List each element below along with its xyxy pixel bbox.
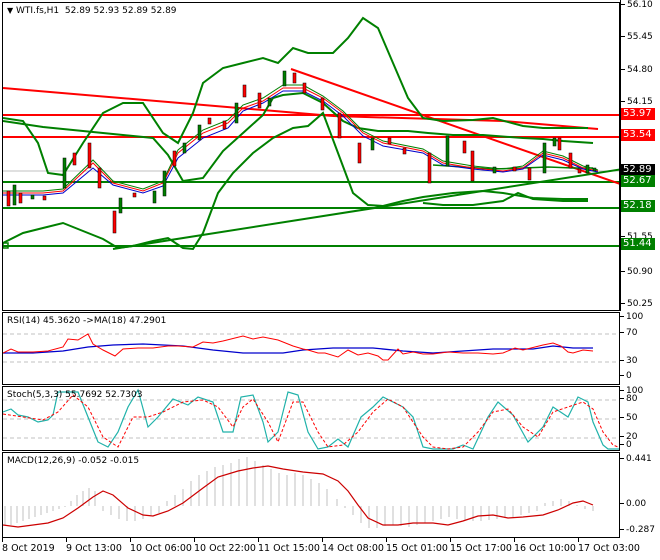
price-tick: 55.45 <box>621 32 653 42</box>
macd-tick: 0.441 <box>620 454 652 464</box>
price-tick: 56.10 <box>621 0 653 10</box>
stoch-tick: 20 <box>620 432 637 442</box>
rsi-tick: 70 <box>620 328 637 338</box>
stochastic-plot <box>3 388 619 450</box>
price-badge-51-44: 51.44 <box>621 238 655 250</box>
price-chart-panel[interactable]: ▼ WTI.fs,H1 52.89 52.93 52.89 52.89 <box>2 2 620 311</box>
macd-tick: -0.287 <box>620 525 655 535</box>
price-badge-53-54: 53.54 <box>621 129 655 141</box>
rsi-tick: 30 <box>620 356 637 366</box>
stochastic-axis: 100 80 50 20 0 <box>620 386 660 451</box>
time-label: 9 Oct 13:00 <box>66 538 122 554</box>
current-price-badge: 52.89 <box>621 164 655 176</box>
price-plot <box>3 16 619 251</box>
macd-label: MACD(12,26,9) -0.052 -0.015 <box>7 456 140 466</box>
time-label: 16 Oct 10:00 <box>514 538 576 554</box>
ohlc-values: 52.89 52.93 52.89 52.89 <box>64 6 177 16</box>
stoch-tick: 100 <box>620 386 643 396</box>
stochastic-panel[interactable]: Stoch(5,3,3) 55.7692 52.7303 <box>2 386 620 451</box>
price-badge-53-97: 53.97 <box>621 108 655 120</box>
candlesticks <box>6 70 597 234</box>
price-tick: 50.90 <box>621 267 653 277</box>
price-tick: 50.25 <box>621 299 653 309</box>
rsi-plot <box>3 333 619 363</box>
time-label: 17 Oct 03:00 <box>578 538 640 554</box>
price-tick: 51.55 <box>621 232 653 242</box>
macd-tick: 0.00 <box>620 499 646 509</box>
time-label: 14 Oct 08:00 <box>322 538 384 554</box>
time-label: 15 Oct 01:00 <box>386 538 448 554</box>
rsi-label: RSI(14) 45.3620 ->MA(18) 47.2901 <box>7 316 167 326</box>
stoch-tick: 0 <box>620 440 632 450</box>
stoch-tick: 50 <box>620 413 637 423</box>
price-badge-52-67: 52.67 <box>621 175 655 187</box>
macd-histogram <box>4 457 594 528</box>
stoch-tick: 80 <box>620 394 637 404</box>
symbol-name: WTI.fs,H1 <box>16 6 60 16</box>
uptrend-line <box>112 168 619 250</box>
time-axis: 8 Oct 2019 9 Oct 13:00 10 Oct 06:00 10 O… <box>0 538 660 560</box>
macd-axis: 0.441 0.00 -0.287 <box>620 452 660 538</box>
price-badge-52-18: 52.18 <box>621 200 655 212</box>
rsi-panel[interactable]: RSI(14) 45.3620 ->MA(18) 47.2901 <box>2 312 620 385</box>
time-label: 15 Oct 17:00 <box>450 538 512 554</box>
stochastic-label: Stoch(5,3,3) 55.7692 52.7303 <box>7 390 143 400</box>
price-tick: 54.15 <box>621 97 653 107</box>
rsi-tick: 0 <box>620 371 632 381</box>
macd-plot <box>3 457 594 528</box>
rsi-axis: 100 70 30 0 <box>620 312 660 385</box>
price-axis: 56.10 55.45 54.80 54.15 51.55 50.90 50.2… <box>620 0 660 311</box>
macd-panel[interactable]: MACD(12,26,9) -0.052 -0.015 <box>2 452 620 538</box>
price-tick: 54.80 <box>621 65 653 75</box>
symbol-header: ▼ WTI.fs,H1 52.89 52.93 52.89 52.89 <box>7 6 177 16</box>
triangle-down-icon[interactable]: ▼ <box>7 6 14 15</box>
time-label: 11 Oct 15:00 <box>258 538 320 554</box>
time-label: 10 Oct 22:00 <box>194 538 256 554</box>
time-label: 10 Oct 06:00 <box>130 538 192 554</box>
time-label: 8 Oct 2019 <box>2 538 55 554</box>
downtrend-line <box>290 68 619 185</box>
rsi-tick: 100 <box>620 312 643 322</box>
